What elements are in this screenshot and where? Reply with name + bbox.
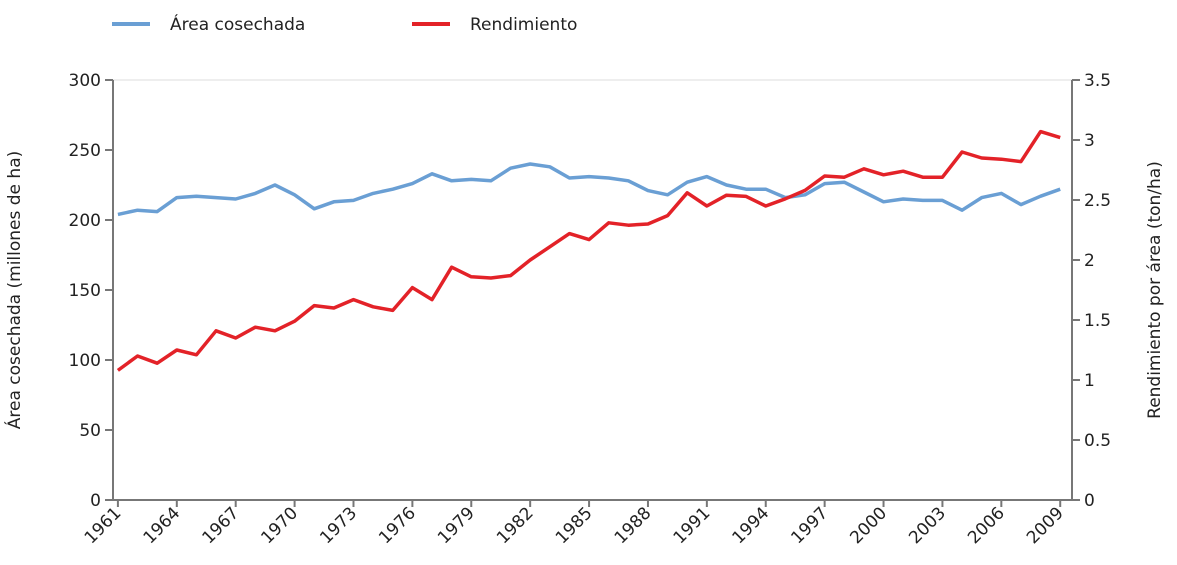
y2-tick-label: 1.5 xyxy=(1084,311,1111,331)
y-tick-label: 250 xyxy=(69,141,101,161)
series-line xyxy=(117,162,1061,217)
x-tick-label: 2000 xyxy=(846,503,891,548)
y-tick-label: 300 xyxy=(69,71,101,91)
x-tick-label: 1982 xyxy=(493,503,538,548)
x-tick-label: 1967 xyxy=(198,503,243,548)
y-tick-label: 0 xyxy=(90,491,101,511)
y2-tick-label: 2 xyxy=(1084,251,1095,271)
y-tick-label: 200 xyxy=(69,211,101,231)
legend-label: Área cosechada xyxy=(170,13,305,35)
y2-tick-label: 0.5 xyxy=(1084,431,1111,451)
series-line xyxy=(116,129,1061,372)
x-tick-label: 1991 xyxy=(670,503,715,548)
y2-tick-label: 0 xyxy=(1084,491,1095,511)
y2-tick-label: 3 xyxy=(1084,131,1095,151)
x-tick-label: 1997 xyxy=(787,503,832,548)
y-axis-label: Área cosechada (millones de ha) xyxy=(3,151,25,429)
x-tick-label: 1964 xyxy=(140,503,185,548)
y2-tick-label: 3.5 xyxy=(1084,71,1111,91)
y2-tick-label: 1 xyxy=(1084,371,1095,391)
legend-label: Rendimiento xyxy=(470,15,577,35)
x-tick-label: 1985 xyxy=(552,503,597,548)
x-tick-label: 1976 xyxy=(375,503,420,548)
x-tick-label: 1979 xyxy=(434,503,479,548)
x-tick-label: 1988 xyxy=(611,503,656,548)
x-tick-label: 1970 xyxy=(257,503,302,548)
x-tick-label: 1973 xyxy=(316,503,361,548)
y2-tick-label: 2.5 xyxy=(1084,191,1111,211)
x-tick-label: 1994 xyxy=(729,503,774,548)
x-tick-label: 1961 xyxy=(81,503,126,548)
x-tick-label: 2003 xyxy=(905,503,950,548)
y-tick-label: 50 xyxy=(79,421,101,441)
y-tick-label: 100 xyxy=(69,351,101,371)
x-tick-label: 2009 xyxy=(1023,503,1068,548)
x-tick-label: 2006 xyxy=(964,503,1009,548)
y-tick-label: 150 xyxy=(69,281,101,301)
y2-axis-label: Rendimiento por área (ton/ha) xyxy=(1145,161,1165,419)
